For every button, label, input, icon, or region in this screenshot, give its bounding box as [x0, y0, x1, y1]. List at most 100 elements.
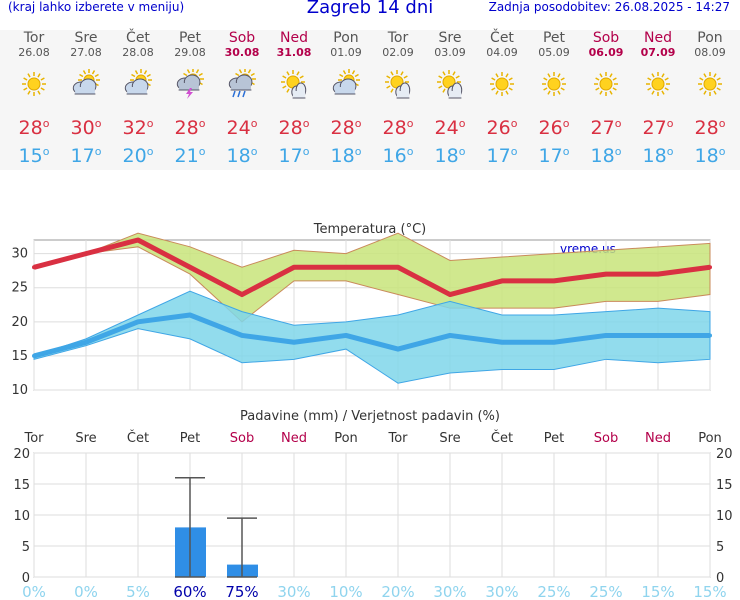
cloud-sun-icon: [123, 69, 153, 99]
forecast-day[interactable]: Sre 27.08 30o 17o: [60, 30, 112, 168]
forecast-day[interactable]: Tor 26.08 28o 15o: [8, 30, 60, 168]
precip-probability-label: 0%: [22, 583, 46, 600]
day-date: 04.09: [486, 46, 518, 59]
min-temp-point: [448, 333, 452, 338]
min-temp-point: [500, 340, 504, 345]
y-tick-label: 10: [11, 383, 28, 395]
min-temp-point: [136, 319, 140, 324]
max-temp: 28o: [330, 117, 362, 139]
page-header: (kraj lahko izberete v meniju) Zagreb 14…: [0, 0, 740, 22]
day-name: Sre: [74, 30, 98, 46]
max-temp-point: [448, 292, 452, 297]
day-name: Tor: [387, 30, 409, 46]
forecast-day[interactable]: Sob 30.08 24o 18o: [216, 30, 268, 168]
y-tick-label-right: 15: [716, 478, 733, 493]
temperature-chart-title: Temperatura (°C): [313, 222, 426, 237]
page-title: Zagreb 14 dni: [306, 0, 434, 18]
day-name: Pon: [333, 30, 359, 46]
precip-probability-label: 30%: [433, 583, 466, 600]
precip-probability-label: 25%: [537, 583, 570, 600]
max-temp: 28o: [694, 117, 726, 139]
min-temp-point: [292, 340, 296, 345]
min-temp: 20o: [122, 145, 154, 167]
day-name: Tor: [23, 30, 45, 46]
max-temp: 28o: [18, 117, 50, 139]
min-temp-point: [344, 333, 348, 338]
max-temp-point: [188, 265, 192, 270]
x-tick-label: Pon: [698, 431, 722, 446]
x-tick-label: Pet: [544, 431, 564, 446]
day-date: 30.08: [224, 46, 260, 59]
day-name: Ned: [644, 30, 672, 46]
forecast-day[interactable]: Sre 03.09 24o 18o: [424, 30, 476, 168]
cloud-sun-icon: [331, 69, 361, 99]
forecast-day[interactable]: Pet 05.09 26o 17o: [528, 30, 580, 168]
min-temp: 18o: [590, 145, 622, 167]
last-updated: Zadnja posodobitev: 26.08.2025 - 14:27: [488, 0, 730, 14]
x-tick-label: Ned: [645, 431, 671, 446]
forecast-day[interactable]: Tor 02.09 28o 16o: [372, 30, 424, 168]
max-temp: 27o: [590, 117, 622, 139]
min-temp-point: [188, 313, 192, 317]
forecast-day[interactable]: Ned 31.08 28o 17o: [268, 30, 320, 168]
precip-probability-label: 60%: [173, 583, 206, 600]
min-temp-point: [396, 347, 400, 352]
precip-probability-label: 30%: [277, 583, 310, 600]
day-name: Pon: [697, 30, 723, 46]
precip-probability-label: 25%: [589, 583, 622, 600]
max-temp-point: [656, 272, 660, 277]
max-temp-point: [32, 265, 36, 270]
location-hint[interactable]: (kraj lahko izberete v meniju): [8, 0, 185, 14]
forecast-day[interactable]: Ned 07.09 27o 18o: [632, 30, 684, 168]
y-tick-label-right: 10: [716, 509, 733, 524]
day-name: Sob: [592, 30, 620, 46]
min-temp: 18o: [642, 145, 674, 167]
max-temp-point: [344, 265, 348, 270]
day-name: Pet: [542, 30, 566, 46]
max-temp: 24o: [434, 117, 466, 139]
cloud-sun-icon: [71, 69, 101, 99]
min-temp: 17o: [486, 145, 518, 167]
x-tick-label: Ned: [281, 431, 307, 446]
precipitation-chart-title: Padavine (mm) / Verjetnost padavin (%): [240, 409, 500, 424]
precip-probability-label: 20%: [381, 583, 414, 600]
forecast-day[interactable]: Pon 08.09 28o 18o: [684, 30, 736, 168]
y-tick-label: 10: [13, 509, 30, 524]
forecast-day[interactable]: Sob 06.09 27o 18o: [580, 30, 632, 168]
y-tick-label-right: 0: [716, 571, 724, 586]
y-tick-label: 0: [22, 571, 30, 586]
day-name: Sob: [228, 30, 256, 46]
max-temp: 28o: [382, 117, 414, 139]
day-date: 07.09: [640, 46, 676, 59]
y-tick-label: 20: [11, 315, 28, 330]
sun-icon: [487, 69, 517, 99]
y-tick-label: 30: [11, 247, 28, 262]
forecast-day[interactable]: Pet 29.08 28o 21o: [164, 30, 216, 168]
forecast-day[interactable]: Čet 28.08 32o 20o: [112, 30, 164, 168]
min-temp-point: [656, 333, 660, 338]
x-tick-label: Tor: [23, 431, 44, 446]
precip-probability-label: 30%: [485, 583, 518, 600]
x-tick-label: Tor: [387, 431, 408, 446]
day-name: Čet: [490, 30, 514, 46]
max-temp-point: [396, 265, 400, 270]
precipitation-chart: Padavine (mm) / Verjetnost padavin (%) To…: [13, 409, 733, 600]
x-tick-label: Pet: [180, 431, 200, 446]
x-tick-label: Čet: [127, 430, 149, 446]
max-temp: 28o: [174, 117, 206, 139]
day-name: Ned: [280, 30, 308, 46]
y-tick-label: 5: [22, 540, 30, 555]
min-temp-point: [84, 340, 88, 345]
min-temp: 18o: [226, 145, 258, 167]
forecast-day[interactable]: Pon 01.09 28o 18o: [320, 30, 372, 168]
y-tick-label: 25: [11, 281, 28, 296]
sun-cloud-icon: [279, 69, 309, 99]
day-name: Pet: [178, 30, 202, 46]
min-temp-line: [33, 312, 710, 359]
y-tick-label-right: 5: [716, 540, 724, 555]
forecast-day[interactable]: Čet 04.09 26o 17o: [476, 30, 528, 168]
x-tick-label: Sob: [230, 431, 254, 446]
min-temp: 18o: [694, 145, 726, 167]
min-temp-point: [240, 333, 244, 338]
